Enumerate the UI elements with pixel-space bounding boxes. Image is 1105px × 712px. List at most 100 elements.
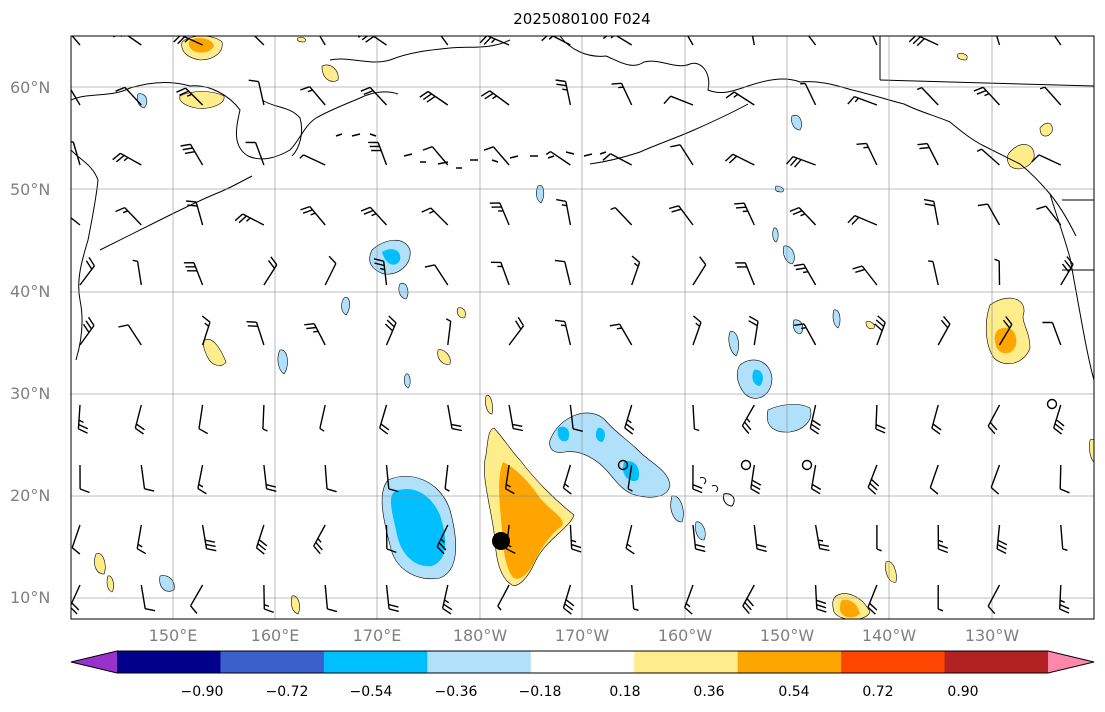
lat-label-30n: 30°N xyxy=(10,384,51,403)
wind-barb xyxy=(245,141,265,166)
wind-barb xyxy=(140,584,156,612)
wind-barb xyxy=(867,464,880,495)
wind-barb xyxy=(555,79,572,106)
wind-barb xyxy=(384,315,397,346)
wind-barb xyxy=(875,404,886,434)
yellow-spot-14 xyxy=(957,53,968,61)
wind-barb xyxy=(436,524,449,555)
wind-barb xyxy=(1042,321,1062,346)
wind-barb xyxy=(77,404,89,434)
blue-band-core-1 xyxy=(557,426,570,442)
wind-barb xyxy=(847,95,878,106)
colorbar-tick-9: 0.90 xyxy=(947,684,979,700)
wind-barb xyxy=(1053,404,1065,435)
wind-barb xyxy=(872,36,878,46)
blue-spot-9 xyxy=(792,319,804,335)
calm-marker-1 xyxy=(617,459,629,471)
wind-barb xyxy=(545,151,571,166)
wind-barb xyxy=(814,584,827,613)
wind-barb xyxy=(692,464,703,494)
wind-barb xyxy=(847,214,878,226)
wind-barb xyxy=(379,404,390,435)
wind-barb xyxy=(1036,205,1062,226)
wind-barb xyxy=(253,36,265,46)
wind-barb xyxy=(725,91,755,106)
yellow-spot-11 xyxy=(1089,438,1094,463)
yellow-spot-3 xyxy=(179,91,225,109)
wind-barb xyxy=(611,82,633,106)
wind-barb xyxy=(385,464,399,493)
colorbar-segment xyxy=(323,651,428,673)
lat-label-40n: 40°N xyxy=(10,282,51,301)
yellow-spot-10 xyxy=(885,561,897,583)
wind-barb xyxy=(262,404,268,432)
blue-spot-10 xyxy=(832,309,841,329)
blue-region-north-core xyxy=(382,249,401,265)
yellow-spot-6 xyxy=(456,307,466,319)
wind-barb xyxy=(479,36,510,46)
lon-label-130w: 130°W xyxy=(964,626,1020,645)
lon-label-160e: 160°E xyxy=(250,626,300,645)
wind-barb xyxy=(324,255,337,286)
map-title: 2025080100 F024 xyxy=(513,10,651,28)
wind-barb xyxy=(624,404,635,435)
wind-barb xyxy=(112,152,142,166)
wind-barb xyxy=(996,36,1001,46)
wind-barb xyxy=(809,404,821,435)
blue-spot-12 xyxy=(695,521,706,541)
wind-barb xyxy=(1031,154,1062,166)
wind-barb xyxy=(197,464,207,495)
wind-barb xyxy=(976,148,1000,166)
wind-barb xyxy=(324,464,337,493)
wind-barb xyxy=(929,464,939,495)
wind-barb xyxy=(800,82,817,106)
orange-region-large xyxy=(499,462,563,579)
wind-barb xyxy=(692,404,700,432)
wind-barb xyxy=(741,404,755,434)
wind-barb xyxy=(421,207,449,226)
wind-barb xyxy=(201,315,211,346)
wind-barb xyxy=(319,404,326,432)
colorbar-tick-7: 0.54 xyxy=(778,684,810,700)
alaska-west-coast xyxy=(559,36,951,123)
blue-spot-1 xyxy=(398,282,409,300)
wind-barb xyxy=(263,256,278,286)
colorbar-segment xyxy=(944,651,1049,673)
wind-barb xyxy=(569,524,582,553)
blue-band-core-2 xyxy=(595,427,605,442)
wind-barb xyxy=(609,323,633,346)
wind-barb xyxy=(977,203,1001,226)
wind-barb xyxy=(541,36,571,46)
colorbar-extend-high xyxy=(1048,651,1094,673)
colorbar-tick-0: −0.90 xyxy=(180,684,224,700)
wind-barb xyxy=(71,36,81,46)
wind-barb xyxy=(71,141,81,166)
wind-barb xyxy=(987,584,1001,615)
lat-label-50n: 50°N xyxy=(10,180,51,199)
colorbar-segment xyxy=(634,651,739,673)
wind-barb xyxy=(735,262,755,286)
lon-label-160w: 160°W xyxy=(657,626,713,645)
blue-spot-11 xyxy=(670,495,684,523)
wind-barb xyxy=(385,584,399,613)
blue-spot-3 xyxy=(277,349,288,375)
asia-coastline xyxy=(71,81,399,160)
lon-label-180w: 180°W xyxy=(452,626,508,645)
colorbar-tick-4: −0.18 xyxy=(518,684,562,700)
blue-spot-4 xyxy=(403,373,411,389)
blue-spot-15 xyxy=(159,575,175,592)
wind-barb xyxy=(299,154,326,166)
wind-barb xyxy=(684,584,694,615)
colorbar-segment xyxy=(737,651,842,673)
wind-barb xyxy=(973,86,1001,106)
wind-barb xyxy=(724,153,755,166)
storm-center-marker xyxy=(492,532,510,550)
yellow-spot-12 xyxy=(485,394,493,415)
blue-spot-13 xyxy=(791,114,802,131)
wind-barb xyxy=(908,36,939,47)
orange-region-west-coast xyxy=(994,327,1017,354)
wind-barb xyxy=(186,200,204,226)
yellow-spot-8 xyxy=(106,575,114,593)
wind-barb xyxy=(71,216,81,226)
wind-barb xyxy=(748,315,759,346)
